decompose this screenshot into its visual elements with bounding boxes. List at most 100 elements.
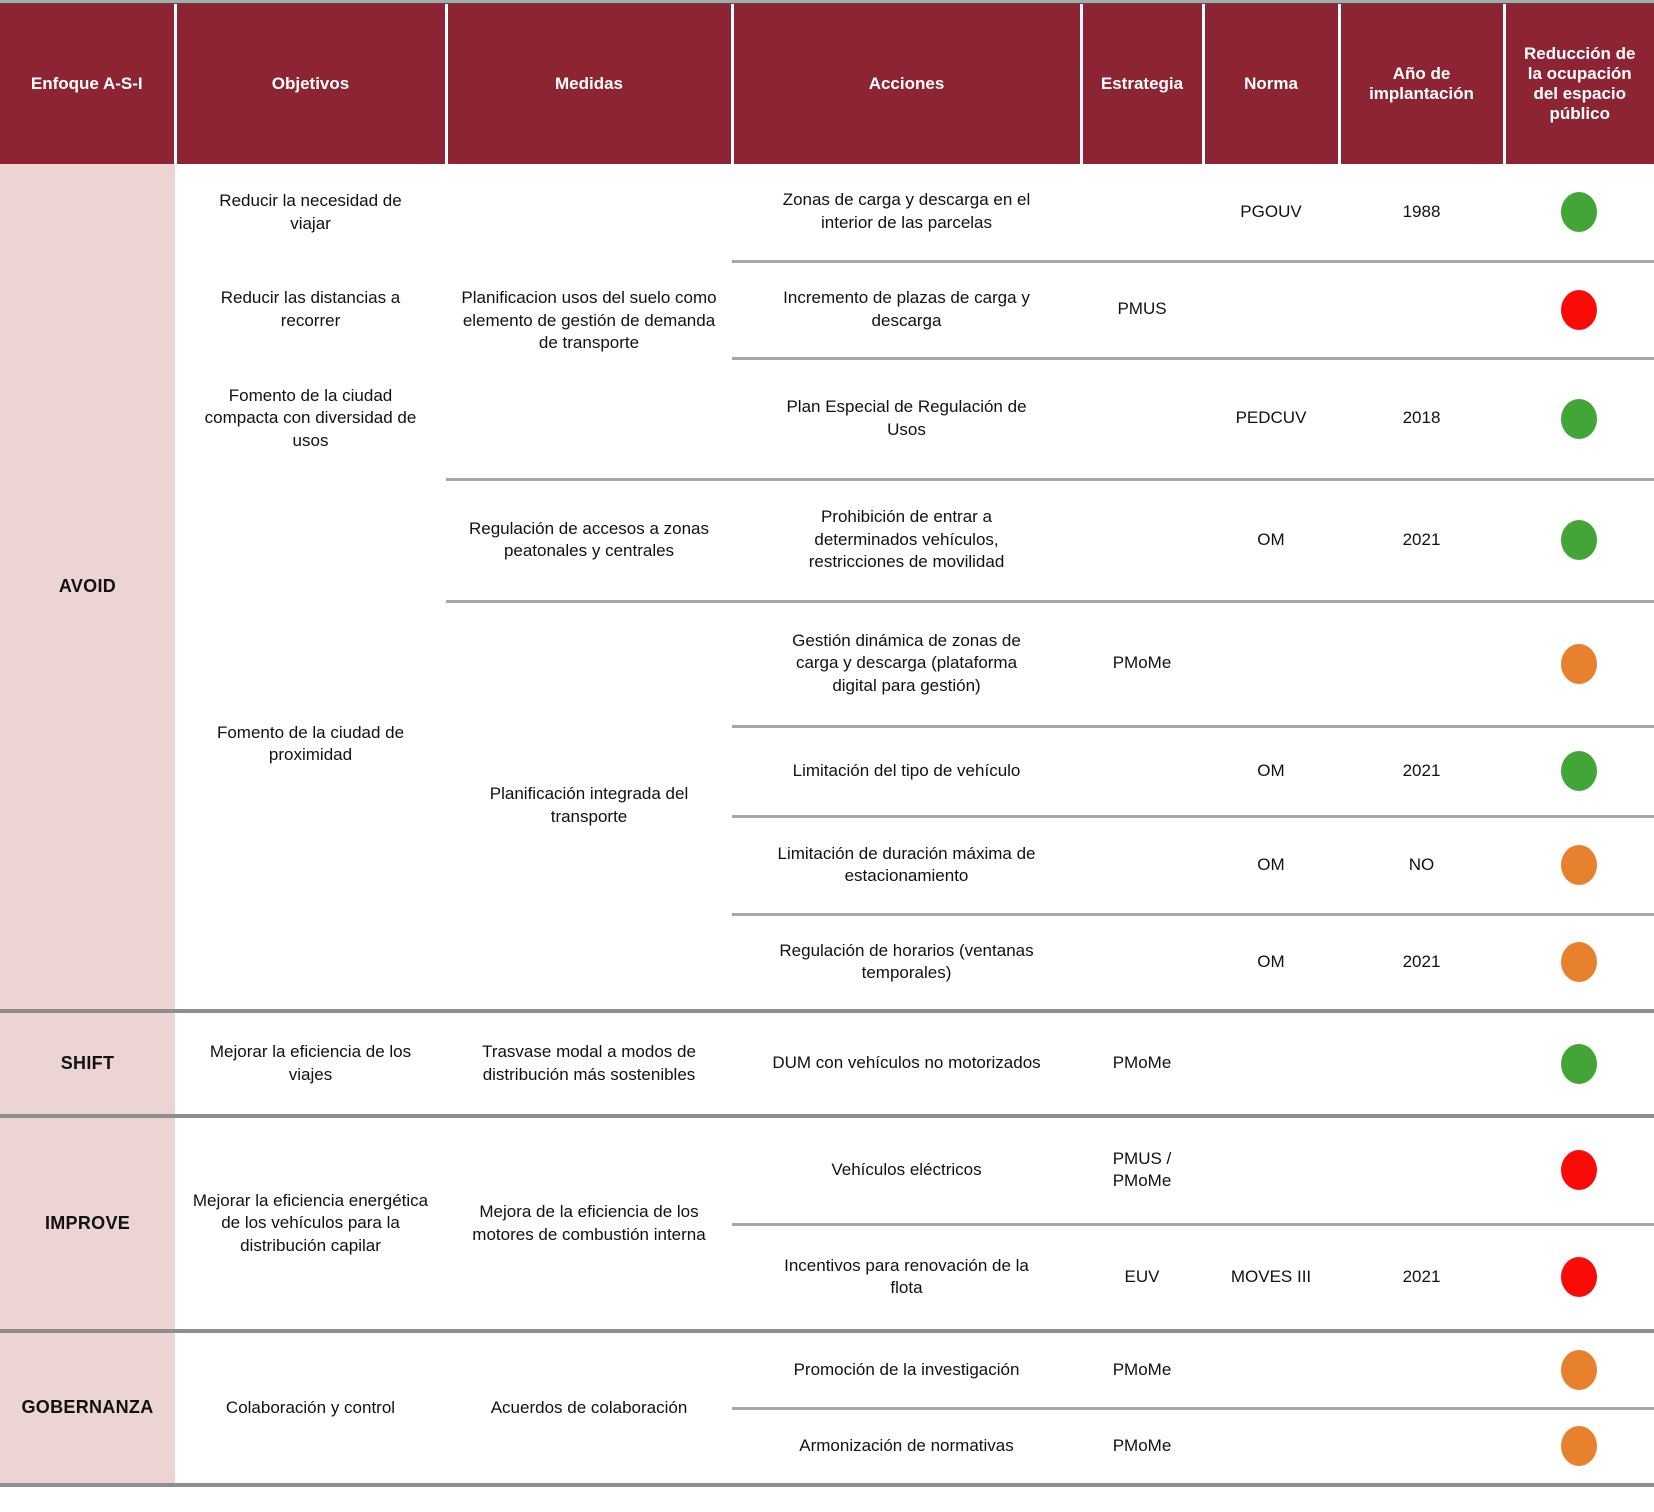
estrategia-cell: EUV xyxy=(1081,1222,1203,1333)
col-header-reduccion: Reducción de la ocupación del espacio pú… xyxy=(1504,4,1654,164)
table-header: Enfoque A-S-I Objetivos Medidas Acciones… xyxy=(0,4,1654,164)
estrategia-cell: PMoMe xyxy=(1081,1011,1203,1118)
estado-cell xyxy=(1504,259,1654,358)
table-row: Planificación integrada del transporte G… xyxy=(0,599,1654,1013)
accion-cell: Incentivos para renovación de la flota xyxy=(732,1222,1081,1333)
top-divider xyxy=(0,0,1654,4)
medida-cell: Trasvase modal a modos de distribución m… xyxy=(446,1011,732,1118)
accion-cell: Incremento de plazas de carga y descarga xyxy=(732,259,1081,358)
estrategia-cell: PMoMe xyxy=(1081,1406,1203,1487)
norma-cell xyxy=(1203,1011,1339,1118)
status-dot xyxy=(1561,520,1597,560)
objetivo: Mejorar la eficiencia de los viajes xyxy=(175,1011,446,1118)
objetivo: Reducir las distancias a recorrer xyxy=(220,288,401,330)
enfoque-avoid: AVOID xyxy=(0,164,175,1013)
norma-cell: OM xyxy=(1203,724,1339,816)
table-row: SHIFT Mejorar la eficiencia de los viaje… xyxy=(0,1011,1654,1118)
estrategia-cell: PMoMe xyxy=(1081,1331,1203,1408)
col-header-objetivos: Objetivos xyxy=(175,4,448,164)
medida-cell: Mejora de la eficiencia de los motores d… xyxy=(446,1116,732,1333)
objetivos-avoid-cell: Reducir la necesidad de viajar Reducir l… xyxy=(175,164,446,1013)
table-row: Plan Especial de Regulación de Usos PEDC… xyxy=(0,356,1654,479)
table-row: Limitación del tipo de vehículo OM 2021 xyxy=(0,724,1654,816)
accion-cell: Plan Especial de Regulación de Usos xyxy=(732,356,1081,479)
estrategia-cell: PMUS xyxy=(1081,259,1203,358)
objetivo: Fomento de la ciudad de proximidad xyxy=(216,722,405,764)
status-dot xyxy=(1561,942,1597,983)
estado-cell xyxy=(1504,1011,1654,1118)
anio-cell: 2021 xyxy=(1339,912,1504,1013)
estado-cell xyxy=(1504,1331,1654,1408)
status-dot xyxy=(1561,191,1597,232)
enfoque-gobernanza: GOBERNANZA xyxy=(0,1331,175,1487)
status-dot xyxy=(1561,643,1597,684)
anio-cell xyxy=(1339,259,1504,358)
col-header-norma: Norma xyxy=(1203,4,1341,164)
accion-cell: Prohibición de entrar a determinados veh… xyxy=(732,477,1081,601)
col-header-medidas: Medidas xyxy=(446,4,734,164)
status-dot xyxy=(1561,1043,1597,1084)
table-row: GOBERNANZA Colaboración y control Acuerd… xyxy=(0,1331,1654,1487)
estado-cell xyxy=(1504,477,1654,601)
estrategia-cell xyxy=(1081,724,1203,816)
anio-cell: 2021 xyxy=(1339,477,1504,601)
accion-cell: Regulación de horarios (ventanas tempora… xyxy=(732,912,1081,1013)
norma-cell xyxy=(1203,1406,1339,1487)
enfoque-shift: SHIFT xyxy=(0,1011,175,1118)
estado-cell xyxy=(1504,599,1654,726)
norma-cell xyxy=(1203,599,1339,726)
accion-cell: Gestión dinámica de zonas de carga y des… xyxy=(732,599,1081,726)
col-header-estrategia: Estrategia xyxy=(1081,4,1205,164)
table-row: Incentivos para renovación de la flota E… xyxy=(0,1222,1654,1333)
status-dot xyxy=(1561,1150,1597,1191)
estado-cell xyxy=(1504,1406,1654,1487)
accion-cell: DUM con vehículos no motorizados xyxy=(732,1011,1081,1118)
medida-cell: Acuerdos de colaboración xyxy=(446,1331,732,1487)
medida-cell: Regulación de accesos a zonas peatonales… xyxy=(446,477,732,601)
col-header-anio: Año de implantación xyxy=(1339,4,1506,164)
status-dot xyxy=(1561,1257,1597,1298)
anio-cell xyxy=(1339,1011,1504,1118)
objetivo: Reducir la necesidad de viajar xyxy=(219,191,402,233)
objetivo: Colaboración y control xyxy=(175,1331,446,1487)
status-dot xyxy=(1561,398,1597,439)
anio-cell xyxy=(1339,599,1504,726)
accion-cell: Vehículos eléctricos xyxy=(732,1116,1081,1224)
norma-cell: OM xyxy=(1203,477,1339,601)
accion-cell: Armonización de normativas xyxy=(732,1406,1081,1487)
estrategia-cell xyxy=(1081,164,1203,261)
table-row: Regulación de accesos a zonas peatonales… xyxy=(0,477,1654,601)
status-dot xyxy=(1561,1349,1597,1390)
table-row: Regulación de horarios (ventanas tempora… xyxy=(0,912,1654,1013)
estado-cell xyxy=(1504,912,1654,1013)
anio-cell: 2021 xyxy=(1339,724,1504,816)
col-header-enfoque: Enfoque A-S-I xyxy=(0,4,177,164)
status-dot xyxy=(1561,845,1597,885)
table-row: IMPROVE Mejorar la eficiencia energética… xyxy=(0,1116,1654,1333)
asi-table: Enfoque A-S-I Objetivos Medidas Acciones… xyxy=(0,4,1654,1487)
objetivo: Fomento de la ciudad compacta con divers… xyxy=(204,385,417,450)
estado-cell xyxy=(1504,814,1654,914)
norma-cell: PGOUV xyxy=(1203,164,1339,261)
accion-cell: Zonas de carga y descarga en el interior… xyxy=(732,164,1081,261)
table-row: Limitación de duración máxima de estacio… xyxy=(0,814,1654,914)
table-row: Armonización de normativas PMoMe xyxy=(0,1406,1654,1487)
medida-cell: Planificacion usos del suelo como elemen… xyxy=(446,164,732,479)
objetivo: Mejorar la eficiencia energética de los … xyxy=(175,1116,446,1333)
norma-cell: OM xyxy=(1203,912,1339,1013)
anio-cell xyxy=(1339,1331,1504,1408)
estado-cell xyxy=(1504,1116,1654,1224)
enfoque-improve: IMPROVE xyxy=(0,1116,175,1333)
status-dot xyxy=(1561,1426,1597,1467)
estrategia-cell xyxy=(1081,912,1203,1013)
anio-cell: 2021 xyxy=(1339,1222,1504,1333)
accion-cell: Promoción de la investigación xyxy=(732,1331,1081,1408)
anio-cell: NO xyxy=(1339,814,1504,914)
accion-cell: Limitación del tipo de vehículo xyxy=(732,724,1081,816)
status-dot xyxy=(1561,289,1597,330)
status-dot xyxy=(1561,751,1597,791)
norma-cell xyxy=(1203,1331,1339,1408)
anio-cell xyxy=(1339,1406,1504,1487)
estrategia-cell xyxy=(1081,814,1203,914)
